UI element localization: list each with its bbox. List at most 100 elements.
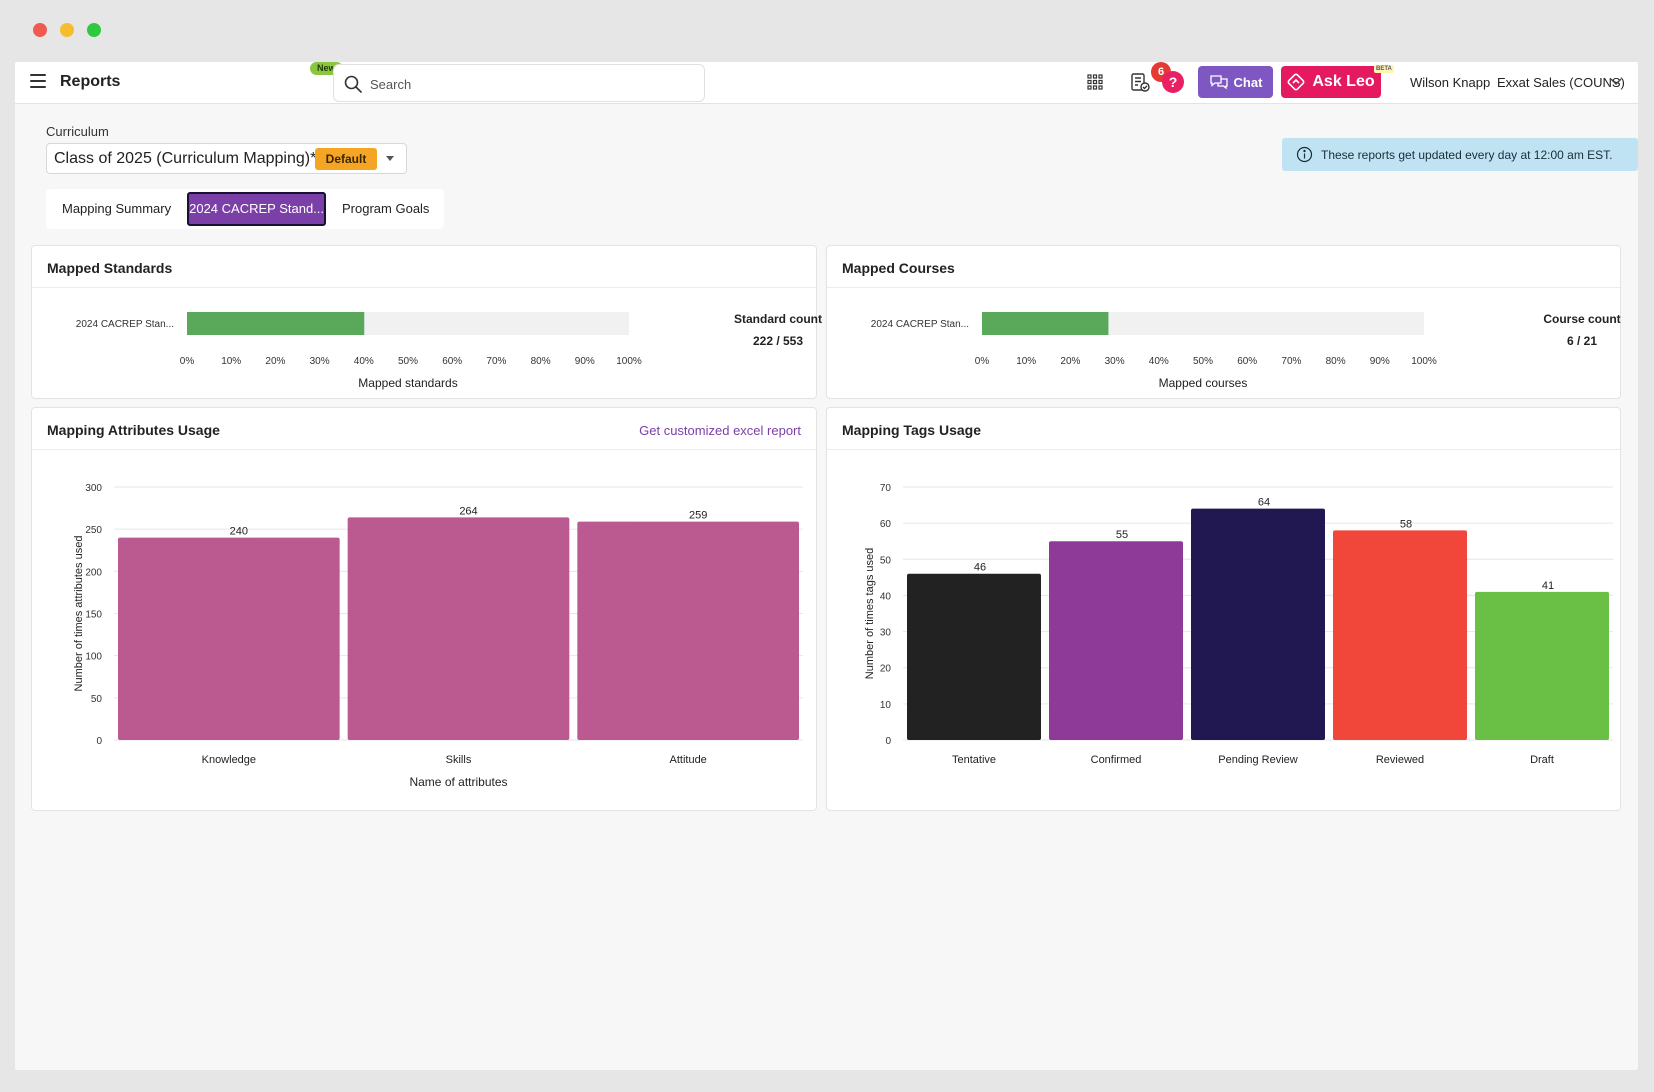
- y-tick-label: 40: [880, 591, 892, 602]
- x-tick-label: 30%: [310, 356, 330, 367]
- tab-mapping-summary[interactable]: Mapping Summary: [62, 201, 172, 216]
- tab-cacrep-standards[interactable]: 2024 CACREP Stand...: [187, 192, 327, 226]
- bar: [982, 312, 1109, 335]
- ask-leo-button[interactable]: Ask Leo: [1281, 66, 1381, 98]
- search-input[interactable]: [370, 74, 690, 94]
- x-tick-label: Skills: [446, 754, 472, 766]
- y-tick-label: 20: [880, 664, 892, 675]
- x-tick-label: 90%: [1370, 356, 1390, 367]
- app-content: Reports New 6: [15, 62, 1638, 1070]
- tags-usage-chart: 0 10 20 30 40 50 60 70 46 Tentative 55 Confirmed 64 P…: [864, 483, 1613, 766]
- attributes-usage-title: Mapping Attributes Usage: [47, 422, 220, 438]
- mapped-courses-title: Mapped Courses: [842, 260, 955, 276]
- x-tick-label: Attitude: [670, 754, 707, 766]
- standard-count-value: 222 / 553: [752, 334, 804, 348]
- x-tick-label: 80%: [531, 356, 551, 367]
- report-tabs: Mapping Summary 2024 CACREP Stand... Pro…: [46, 189, 444, 229]
- x-tick-label: 70%: [486, 356, 506, 367]
- x-tick-label: 0%: [180, 356, 195, 367]
- mapped-standards-card: Mapped Standards 2024 CACREP Stan... 0% 10…: [31, 245, 822, 399]
- y-tick-label: 250: [85, 525, 102, 536]
- page-title: Reports: [60, 73, 121, 90]
- course-count-label: Course count: [1543, 312, 1621, 326]
- data-label: 46: [974, 562, 986, 574]
- data-label: 41: [1542, 580, 1554, 592]
- x-tick-label: Tentative: [952, 754, 996, 766]
- tags-usage-title: Mapping Tags Usage: [842, 422, 981, 438]
- menu-icon[interactable]: [30, 74, 46, 88]
- x-tick-label: 40%: [1149, 356, 1169, 367]
- x-tick-label: 80%: [1326, 356, 1346, 367]
- x-tick-label: 10%: [221, 356, 241, 367]
- data-label: 240: [230, 526, 248, 538]
- excel-report-link[interactable]: Get customized excel report: [639, 423, 801, 438]
- x-tick-label: 0%: [975, 356, 990, 367]
- info-icon: [1296, 146, 1313, 163]
- x-tick-label: Reviewed: [1376, 754, 1424, 766]
- caret-down-icon[interactable]: [386, 156, 394, 161]
- org-name[interactable]: Exxat Sales (COUNS): [1497, 75, 1625, 90]
- data-label: 55: [1116, 529, 1128, 541]
- y-axis-label: Number of times attributes used: [73, 536, 85, 692]
- chat-icon: [1209, 75, 1228, 90]
- user-name[interactable]: Wilson Knapp: [1410, 75, 1491, 90]
- beta-tag: BETA: [1374, 65, 1394, 73]
- mapped-standards-chart: 2024 CACREP Stan... 0% 10% 20% 30% 40% 50% 60% 7…: [76, 312, 642, 390]
- course-count-value: 6 / 21: [1566, 334, 1598, 348]
- x-tick-label: 70%: [1281, 356, 1301, 367]
- curriculum-label: Curriculum: [46, 124, 109, 139]
- tasks-icon[interactable]: [1130, 72, 1150, 97]
- curriculum-select[interactable]: Class of 2025 (Curriculum Mapping)* Defa…: [46, 143, 407, 174]
- bar: [347, 517, 570, 740]
- y-tick-label: 70: [880, 483, 892, 494]
- maximize-window-button[interactable]: [87, 23, 101, 37]
- bar: [1475, 591, 1609, 740]
- bar: [118, 537, 340, 740]
- search-box[interactable]: [333, 64, 705, 102]
- mapped-courses-chart: 2024 CACREP Stan... 0% 10% 20% 30% 40% 50% 60% 7…: [871, 312, 1437, 390]
- help-icon[interactable]: ?: [1162, 71, 1184, 93]
- x-tick-label: 20%: [1060, 356, 1080, 367]
- y-tick-label: 300: [85, 483, 102, 494]
- x-tick-label: 60%: [1237, 356, 1257, 367]
- default-badge: Default: [315, 148, 377, 170]
- x-tick-label: 60%: [442, 356, 462, 367]
- x-tick-label: 20%: [265, 356, 285, 367]
- close-window-button[interactable]: [33, 23, 47, 37]
- data-label: 264: [459, 505, 477, 517]
- bar: [907, 573, 1041, 740]
- info-banner: These reports get updated every day at 1…: [1282, 138, 1638, 171]
- mapped-courses-card: Mapped Courses 2024 CACREP Stan... 0% 10% 2…: [826, 245, 1621, 399]
- y-tick-label: 50: [880, 555, 892, 566]
- x-tick-label: 10%: [1016, 356, 1036, 367]
- chat-button-label: Chat: [1233, 74, 1263, 90]
- x-tick-label: Knowledge: [202, 754, 256, 766]
- data-label: 64: [1258, 497, 1270, 509]
- curriculum-value: Class of 2025 (Curriculum Mapping)*: [54, 150, 317, 167]
- minimize-window-button[interactable]: [60, 23, 74, 37]
- top-header: Reports New 6: [15, 62, 1638, 104]
- tab-program-goals[interactable]: Program Goals: [342, 201, 430, 216]
- x-tick-label: Draft: [1530, 754, 1554, 766]
- y-tick-label: 60: [880, 519, 892, 530]
- x-axis-label: Name of attributes: [409, 775, 507, 789]
- x-tick-label: 50%: [398, 356, 418, 367]
- apps-grid-icon[interactable]: [1087, 74, 1103, 95]
- x-tick-label: Pending Review: [1218, 754, 1298, 766]
- y-tick-label: 2024 CACREP Stan...: [871, 319, 969, 330]
- attributes-usage-card: Mapping Attributes Usage Get customized …: [31, 407, 817, 811]
- x-tick-label: 100%: [1411, 356, 1437, 367]
- y-tick-label: 2024 CACREP Stan...: [76, 319, 174, 330]
- ask-leo-label: Ask Leo: [1312, 73, 1375, 90]
- standard-count-label: Standard count: [733, 312, 822, 326]
- y-tick-label: 10: [880, 700, 892, 711]
- y-axis-label: Number of times tags used: [864, 548, 876, 679]
- attributes-usage-chart: 0 50 100 150 200 250 300 240 Knowledge 264 Skills 2…: [73, 483, 803, 789]
- x-axis-label: Mapped courses: [1159, 376, 1248, 390]
- chat-button[interactable]: Chat: [1198, 66, 1273, 98]
- chevron-down-icon[interactable]: [1609, 74, 1623, 93]
- bar: [577, 521, 799, 740]
- info-banner-text: These reports get updated every day at 1…: [1321, 147, 1613, 162]
- bar: [1191, 508, 1325, 740]
